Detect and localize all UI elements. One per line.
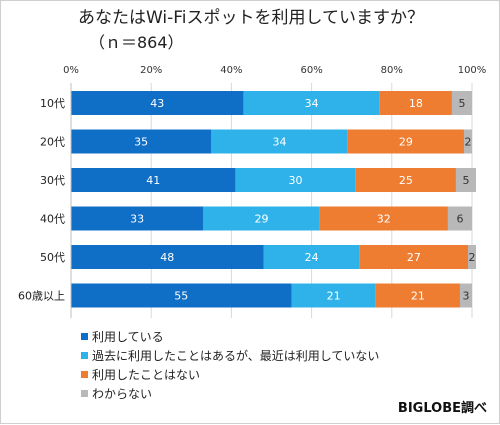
legend-swatch-using	[81, 333, 88, 340]
legend-item-used-before: 過去に利用したことはあるが、最近は利用していない	[81, 346, 379, 365]
bar-segment	[455, 168, 477, 192]
legend-label-used-before: 過去に利用したことはあるが、最近は利用していない	[92, 349, 380, 363]
data-label: 21	[327, 290, 341, 303]
data-label: 32	[377, 213, 391, 226]
data-label: 25	[399, 174, 413, 187]
bar-segment	[71, 245, 264, 269]
data-label: 34	[273, 136, 287, 149]
bar-segment	[263, 245, 360, 269]
bar-segment	[463, 129, 472, 154]
data-label: 48	[160, 251, 174, 264]
legend-swatch-never-used	[81, 371, 88, 378]
x-tick-label: 0%	[63, 65, 79, 76]
bar-segment	[211, 129, 348, 154]
legend-label-never-used: 利用したことはない	[92, 368, 201, 382]
chart-title: あなたはWi-Fiスポットを利用していますか？	[77, 8, 425, 28]
data-label: 24	[305, 251, 319, 264]
category-label: 60歳以上	[18, 290, 65, 303]
x-tick-label: 20%	[140, 65, 162, 76]
data-label: 35	[134, 136, 148, 149]
bar-segment	[71, 206, 204, 231]
legend-item-unknown: わからない	[81, 384, 379, 403]
x-tick-label: 60%	[300, 65, 322, 76]
data-label: 3	[462, 290, 469, 303]
x-tick-label: 80%	[381, 65, 403, 76]
bar-segment	[203, 206, 320, 231]
category-label: 10代	[40, 97, 65, 110]
bar-segment	[347, 129, 464, 154]
category-label: 30代	[40, 174, 65, 187]
data-label: 2	[469, 251, 476, 264]
bar-segment	[451, 91, 472, 115]
bar-segment	[71, 168, 236, 192]
bar-segment	[319, 206, 448, 231]
category-label: 40代	[40, 213, 65, 226]
source-label: BIGLOBE調べ	[397, 401, 487, 416]
category-label: 20代	[40, 136, 65, 149]
data-label: 18	[409, 97, 423, 110]
legend-label-unknown: わからない	[92, 387, 153, 401]
data-label: 5	[458, 97, 465, 110]
legend-swatch-unknown	[81, 390, 88, 397]
legend-swatch-used-before	[81, 352, 88, 359]
bar-segment	[291, 283, 376, 308]
data-label: 43	[150, 97, 164, 110]
legend-item-using: 利用している	[81, 327, 379, 346]
bar-segment	[243, 91, 380, 115]
legend-label-using: 利用している	[92, 330, 164, 344]
bar-segment	[71, 129, 212, 154]
data-label: 55	[174, 290, 188, 303]
data-label: 6	[456, 213, 463, 226]
bar-segment	[359, 245, 468, 269]
bar-segment	[375, 283, 460, 308]
data-label: 5	[462, 174, 469, 187]
data-label: 29	[399, 136, 413, 149]
x-tick-label: 100%	[458, 65, 487, 76]
bar-segment	[71, 283, 292, 308]
legend-item-never-used: 利用したことはない	[81, 365, 379, 384]
data-label: 21	[411, 290, 425, 303]
bar-segment	[355, 168, 456, 192]
bar-segment	[459, 283, 472, 308]
bar-segment	[467, 245, 477, 269]
x-tick-label: 40%	[220, 65, 242, 76]
data-label: 29	[254, 213, 268, 226]
bar-segment	[71, 91, 244, 115]
bar-segment	[379, 91, 452, 115]
data-label: 33	[130, 213, 144, 226]
data-label: 34	[305, 97, 319, 110]
data-label: 27	[407, 251, 421, 264]
bar-segment	[447, 206, 472, 231]
bar-segment	[235, 168, 356, 192]
legend: 利用している 過去に利用したことはあるが、最近は利用していない 利用したことはな…	[81, 327, 379, 403]
data-label: 2	[464, 136, 471, 149]
data-label: 41	[146, 174, 160, 187]
data-label: 30	[289, 174, 303, 187]
category-label: 50代	[40, 251, 65, 264]
chart-subtitle: （ｎ＝864）	[89, 33, 184, 52]
